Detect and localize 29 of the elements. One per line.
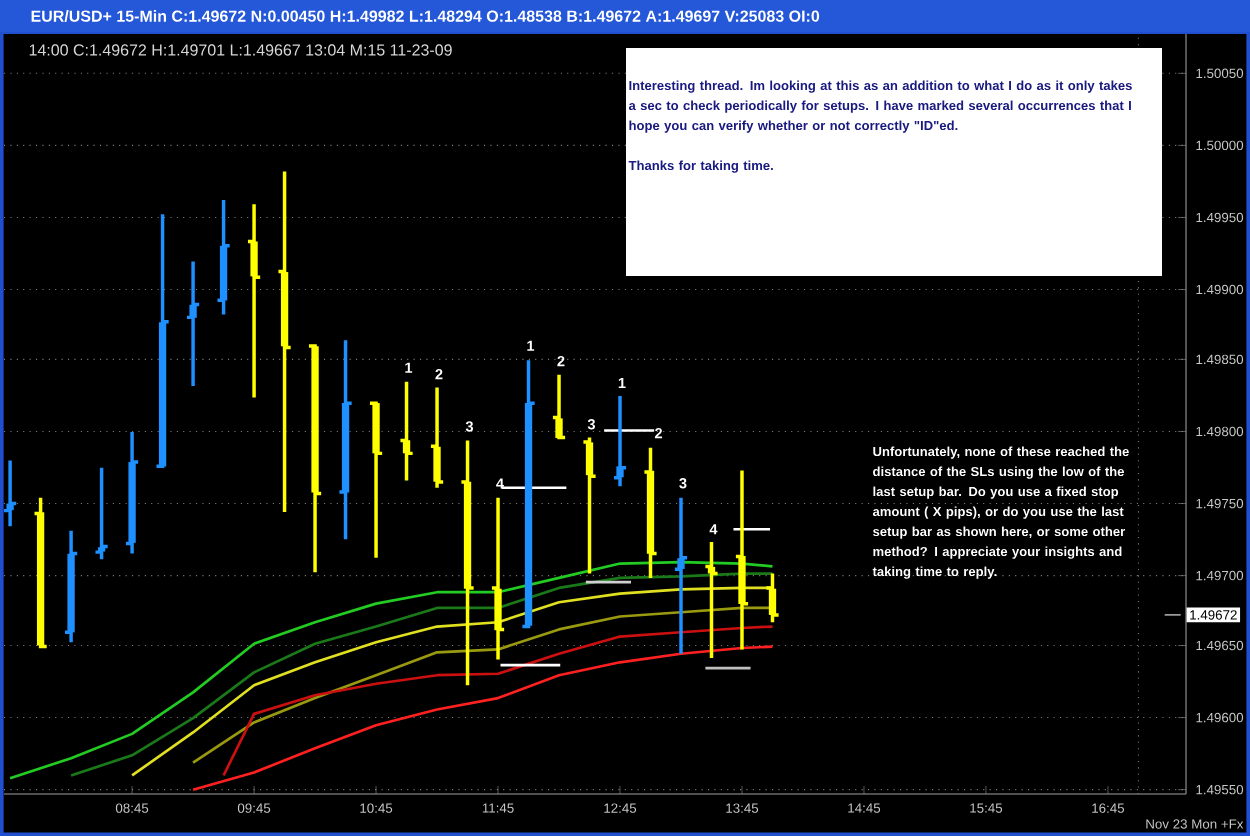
candlestick <box>612 394 628 489</box>
candlestick <box>246 202 262 400</box>
candlestick <box>368 401 384 560</box>
candlestick <box>63 528 79 645</box>
candlestick <box>32 495 49 649</box>
candlestick <box>764 571 781 624</box>
candlestick <box>124 430 140 556</box>
candlestick <box>490 495 506 662</box>
candlestick <box>520 358 537 629</box>
candlestick <box>673 495 689 656</box>
candlestick <box>551 372 567 440</box>
candlestick <box>581 435 598 576</box>
candlestick <box>459 438 476 687</box>
line-series <box>191 645 774 792</box>
candlestick <box>398 380 415 483</box>
candlestick <box>2 458 18 529</box>
candlestick <box>185 259 201 388</box>
chart-title: EUR/USD+ 15-Min C:1.49672 N:0.00450 H:1.49982 L:1.48294 O:1.48538 B:1.49672 A:1.49697 V:25083 OI:0 <box>31 10 820 22</box>
candlestick <box>734 468 750 652</box>
line-series <box>222 625 774 777</box>
candlestick <box>307 344 323 574</box>
candlestick <box>93 465 110 562</box>
candlestick <box>429 385 445 490</box>
candlestick <box>215 198 232 317</box>
candlestick <box>276 169 293 514</box>
candlestick <box>337 338 354 541</box>
candlestick <box>642 445 659 580</box>
text: 14:00 C:1.49672 H:1.49701 L:1.49667 13:04 M:15 11-23-09 <box>29 44 452 56</box>
candlestick <box>154 212 171 468</box>
